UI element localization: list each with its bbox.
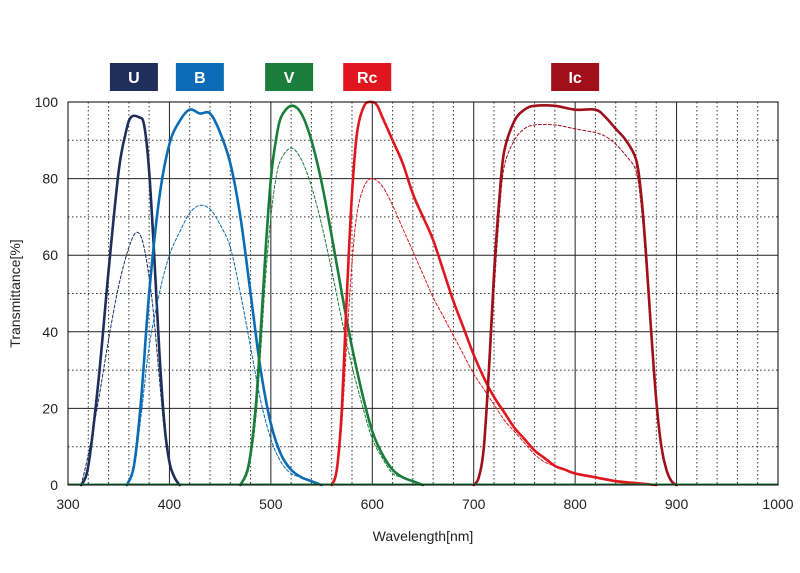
x-tick-label: 800 xyxy=(563,496,587,512)
minor-grid xyxy=(68,102,778,485)
x-tick-label: 700 xyxy=(462,496,486,512)
x-tick-labels: 300 400 500 600 700 800 900 1000 xyxy=(56,496,793,512)
x-tick-label: 300 xyxy=(56,496,80,512)
y-tick-label: 80 xyxy=(42,171,58,187)
legend-badge-v: V xyxy=(265,63,314,91)
series-line-u-dashed xyxy=(80,231,181,486)
x-tick-label: 500 xyxy=(259,496,283,512)
legend-badge-u: U xyxy=(109,63,158,91)
legend-badge-b: B xyxy=(175,63,224,91)
y-tick-label: 20 xyxy=(42,400,58,416)
y-tick-label: 0 xyxy=(50,477,58,493)
x-tick-label: 1000 xyxy=(762,496,793,512)
series-line-ic-dashed xyxy=(473,123,678,486)
x-tick-label: 400 xyxy=(158,496,182,512)
legend-badge-label: V xyxy=(284,70,295,87)
x-tick-label: 600 xyxy=(361,496,385,512)
series-line-u-solid xyxy=(79,114,181,487)
y-tick-label: 40 xyxy=(42,324,58,340)
legend-badge-label: Rc xyxy=(357,70,378,87)
y-axis-title: Transmittance[%] xyxy=(7,239,23,347)
y-tick-labels: 0 20 40 60 80 100 xyxy=(35,94,59,493)
legend-badge-box xyxy=(175,63,224,91)
y-tick-label: 100 xyxy=(35,94,59,110)
legend-badge-box xyxy=(551,63,600,91)
legend-badge-box xyxy=(265,63,314,91)
legend-badge-box xyxy=(109,63,158,91)
x-axis-title: Wavelength[nm] xyxy=(373,528,474,544)
legend-badge-label: U xyxy=(128,70,140,87)
major-grid xyxy=(68,102,778,485)
plot-frame xyxy=(67,101,779,486)
series-line-v-solid xyxy=(239,104,425,487)
legend-badge-label: B xyxy=(194,70,206,87)
legend-badge-ic: Ic xyxy=(551,63,600,91)
series-line-v-dashed xyxy=(239,147,424,486)
x-tick-label: 900 xyxy=(665,496,689,512)
series-line-rc-dashed xyxy=(331,178,657,486)
series-layer xyxy=(68,100,778,487)
series-line-b-solid xyxy=(125,108,323,487)
legend-badge-label: Ic xyxy=(568,70,581,87)
series-line-b-dashed xyxy=(126,204,323,486)
filter-legend: U B V Rc Ic xyxy=(109,63,600,91)
legend-badge-box xyxy=(343,63,392,91)
legend-badge-rc: Rc xyxy=(343,63,392,91)
y-tick-label: 60 xyxy=(42,247,58,263)
